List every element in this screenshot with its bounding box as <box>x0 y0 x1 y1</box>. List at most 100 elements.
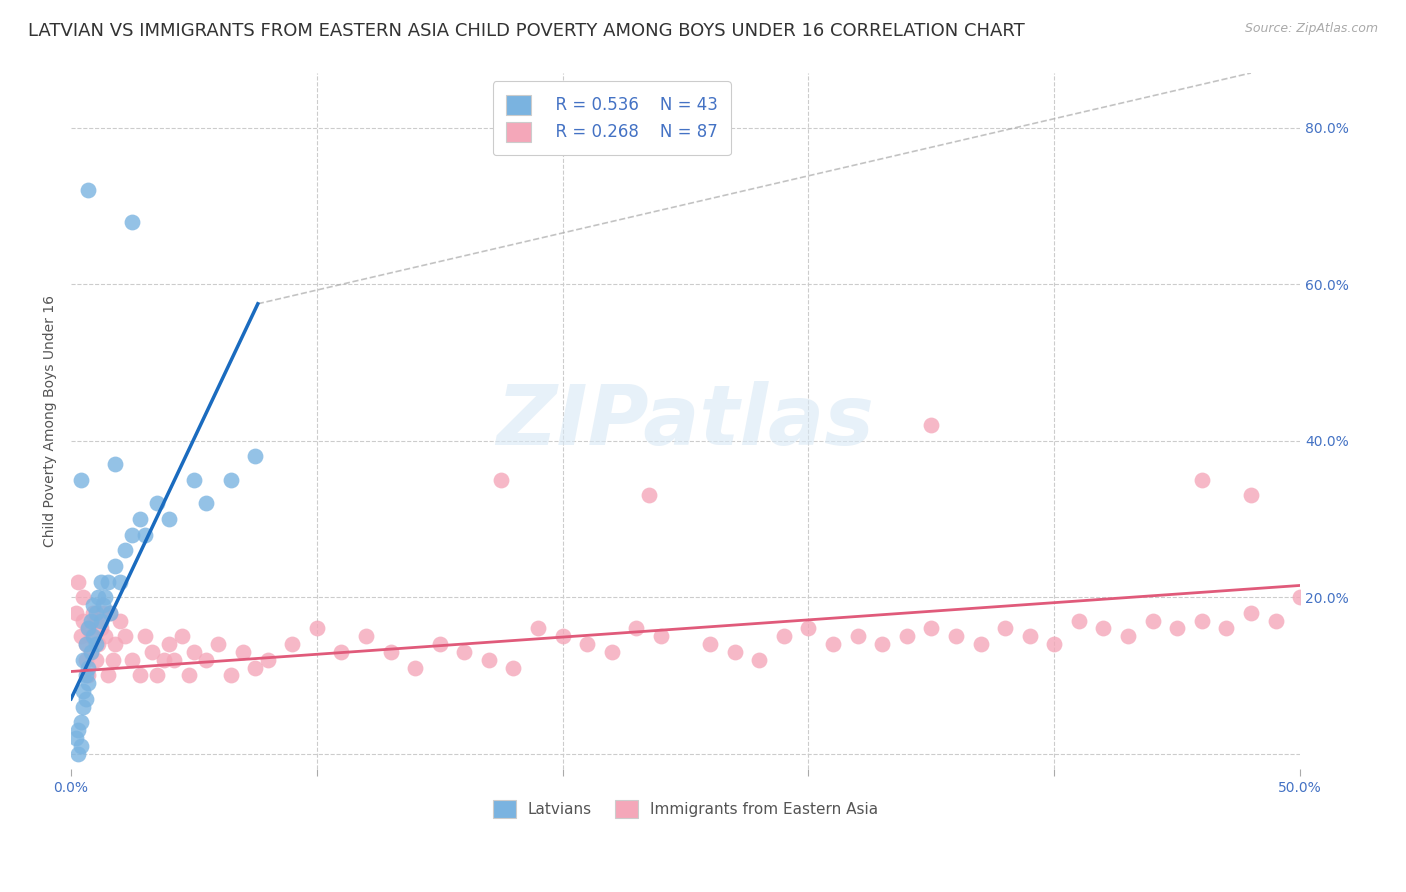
Point <box>453 645 475 659</box>
Point <box>104 637 127 651</box>
Point <box>183 645 205 659</box>
Text: Source: ZipAtlas.com: Source: ZipAtlas.com <box>1244 22 1378 36</box>
Point <box>797 622 820 636</box>
Point <box>1264 614 1286 628</box>
Point <box>77 622 100 636</box>
Point <box>1018 629 1040 643</box>
Point <box>650 629 672 643</box>
Point <box>870 637 893 651</box>
Point <box>551 629 574 643</box>
Point <box>380 645 402 659</box>
Y-axis label: Child Poverty Among Boys Under 16: Child Poverty Among Boys Under 16 <box>44 295 58 547</box>
Point <box>1240 606 1263 620</box>
Point <box>153 653 176 667</box>
Point <box>82 606 104 620</box>
Point <box>945 629 967 643</box>
Point <box>1289 590 1312 604</box>
Point <box>67 747 90 761</box>
Point <box>527 622 550 636</box>
Point <box>108 574 131 589</box>
Point <box>91 598 114 612</box>
Point <box>114 543 136 558</box>
Point <box>75 637 97 651</box>
Point <box>1215 622 1237 636</box>
Point <box>72 590 94 604</box>
Point <box>84 637 107 651</box>
Point <box>1166 622 1188 636</box>
Point <box>79 645 101 659</box>
Point <box>121 653 143 667</box>
Point <box>207 637 229 651</box>
Text: ZIPatlas: ZIPatlas <box>496 381 875 462</box>
Point <box>69 715 91 730</box>
Point <box>404 660 426 674</box>
Point <box>89 574 111 589</box>
Point <box>146 496 169 510</box>
Point <box>114 629 136 643</box>
Point <box>98 606 121 620</box>
Point <box>69 473 91 487</box>
Point <box>177 668 200 682</box>
Point <box>724 645 747 659</box>
Point <box>65 606 87 620</box>
Point <box>67 574 90 589</box>
Point <box>748 653 770 667</box>
Point <box>84 653 107 667</box>
Point <box>82 598 104 612</box>
Point <box>1092 622 1115 636</box>
Point <box>163 653 186 667</box>
Point <box>134 527 156 541</box>
Point <box>146 668 169 682</box>
Point <box>104 558 127 573</box>
Point <box>637 488 659 502</box>
Point <box>128 668 150 682</box>
Point <box>75 653 97 667</box>
Point <box>91 606 114 620</box>
Point <box>478 653 501 667</box>
Point <box>170 629 193 643</box>
Point <box>281 637 304 651</box>
Point <box>84 606 107 620</box>
Text: LATVIAN VS IMMIGRANTS FROM EASTERN ASIA CHILD POVERTY AMONG BOYS UNDER 16 CORREL: LATVIAN VS IMMIGRANTS FROM EASTERN ASIA … <box>28 22 1025 40</box>
Point <box>195 496 218 510</box>
Point <box>354 629 377 643</box>
Point <box>195 653 218 667</box>
Point <box>157 512 180 526</box>
Point <box>245 660 267 674</box>
Point <box>128 512 150 526</box>
Point <box>121 527 143 541</box>
Point <box>108 614 131 628</box>
Point <box>1191 473 1213 487</box>
Point <box>1067 614 1090 628</box>
Point <box>502 660 524 674</box>
Point <box>141 645 163 659</box>
Point <box>576 637 599 651</box>
Point <box>330 645 353 659</box>
Point <box>84 614 107 628</box>
Point <box>1191 614 1213 628</box>
Point <box>429 637 451 651</box>
Point <box>75 637 97 651</box>
Point <box>69 629 91 643</box>
Point <box>77 183 100 197</box>
Point <box>87 637 110 651</box>
Point <box>920 418 942 433</box>
Point <box>232 645 254 659</box>
Point <box>969 637 991 651</box>
Point <box>1240 488 1263 502</box>
Point <box>219 473 242 487</box>
Point <box>157 637 180 651</box>
Point <box>305 622 328 636</box>
Point <box>77 668 100 682</box>
Point <box>69 739 91 753</box>
Point <box>773 629 796 643</box>
Point <box>1116 629 1139 643</box>
Point <box>75 692 97 706</box>
Point <box>89 614 111 628</box>
Point <box>79 645 101 659</box>
Point <box>82 629 104 643</box>
Point <box>489 473 512 487</box>
Point <box>183 473 205 487</box>
Point <box>67 723 90 738</box>
Legend: Latvians, Immigrants from Eastern Asia: Latvians, Immigrants from Eastern Asia <box>486 794 884 824</box>
